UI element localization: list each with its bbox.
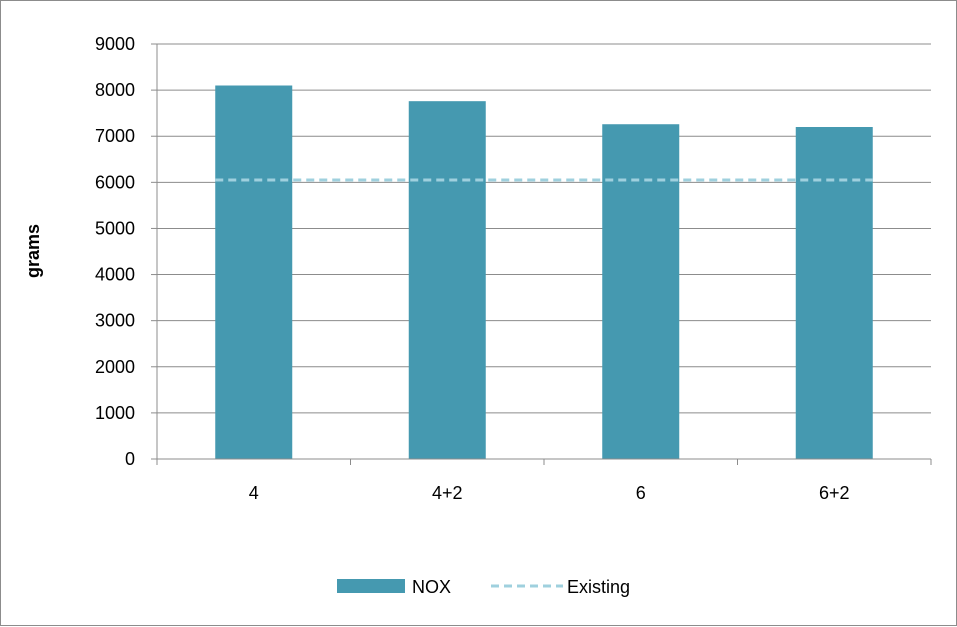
axes (151, 43, 932, 465)
y-axis-title: grams (23, 224, 43, 278)
x-tick-label: 4 (249, 483, 259, 503)
x-tick-label: 6 (636, 483, 646, 503)
y-tick-label: 2000 (95, 357, 135, 377)
y-tick-label: 8000 (95, 80, 135, 100)
y-tick-label: 9000 (95, 34, 135, 54)
legend-label-nox: NOX (412, 577, 451, 597)
bar-4+2 (408, 101, 486, 459)
legend-swatch-nox (337, 579, 405, 593)
bar-4 (215, 85, 293, 459)
legend-label-existing: Existing (567, 577, 630, 597)
y-tick-label: 7000 (95, 126, 135, 146)
y-tick-label: 1000 (95, 403, 135, 423)
y-tick-label: 6000 (95, 172, 135, 192)
y-tick-label: 0 (125, 449, 135, 469)
y-tick-label: 4000 (95, 265, 135, 285)
bar-6+2 (795, 127, 873, 459)
legend: NOX Existing (337, 577, 630, 597)
x-tick-label: 4+2 (432, 483, 463, 503)
y-tick-label: 5000 (95, 218, 135, 238)
x-tick-labels: 4 4+2 6 6+2 (249, 483, 850, 503)
y-tick-labels: 0 1000 2000 3000 4000 5000 6000 7000 8000 9000 (95, 34, 135, 469)
y-tick-label: 3000 (95, 311, 135, 331)
x-tick-label: 6+2 (819, 483, 850, 503)
bar-6 (602, 124, 680, 459)
bar-series (215, 85, 873, 459)
